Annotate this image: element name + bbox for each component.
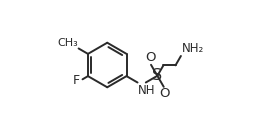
Text: O: O (145, 51, 156, 64)
Text: CH₃: CH₃ (57, 38, 78, 48)
Text: NH₂: NH₂ (182, 42, 204, 55)
Text: NH: NH (138, 84, 156, 97)
Text: S: S (152, 68, 162, 83)
Text: O: O (159, 87, 170, 100)
Text: F: F (73, 74, 80, 87)
